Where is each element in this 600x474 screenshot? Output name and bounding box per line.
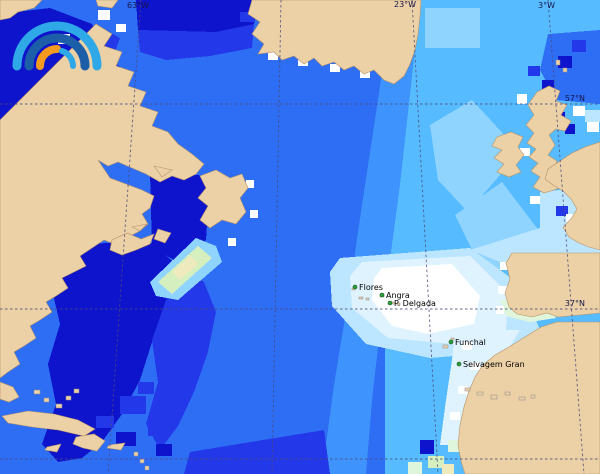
logo-outer-arc	[12, 21, 102, 71]
lon-label-63w: 63°W	[127, 1, 149, 10]
land-iberia	[504, 252, 600, 318]
place-markers: Flores Angra P. Delgada Funchal Selvagem…	[352, 283, 525, 369]
place-marker-selvagem[interactable]	[456, 361, 462, 367]
logo-small-arc	[59, 48, 76, 69]
lat-label-37n: 37°N	[565, 299, 585, 308]
land-nova-scotia	[109, 232, 155, 256]
place-label-funchal: Funchal	[455, 338, 486, 347]
place-marker-angra[interactable]	[379, 292, 385, 298]
place-marker-funchal[interactable]	[448, 339, 454, 345]
land-ireland	[491, 131, 525, 178]
land-newfoundland	[197, 169, 249, 229]
land-france	[544, 141, 600, 251]
lon-label-3w: 3°W	[538, 1, 555, 10]
lat-label-57n: 57°N	[565, 94, 585, 103]
place-label-flores: Flores	[359, 283, 383, 292]
place-label-selvagem: Selvagem Gran	[463, 360, 525, 369]
lon-label-23w: 23°W	[394, 0, 416, 9]
place-label-p-delgada: P. Delgada	[394, 299, 436, 308]
logo-middle-arc	[24, 33, 90, 71]
place-marker-p-delgada[interactable]	[387, 300, 393, 306]
place-marker-flores[interactable]	[352, 284, 358, 290]
place-label-angra: Angra	[386, 291, 410, 300]
land-greenland	[247, 0, 422, 85]
land-north-america	[0, 23, 205, 379]
land-africa	[457, 321, 600, 474]
rainbow-arcs-logo[interactable]	[12, 21, 102, 71]
logo-inner-arc	[36, 45, 61, 70]
land-cuba	[1, 410, 96, 437]
